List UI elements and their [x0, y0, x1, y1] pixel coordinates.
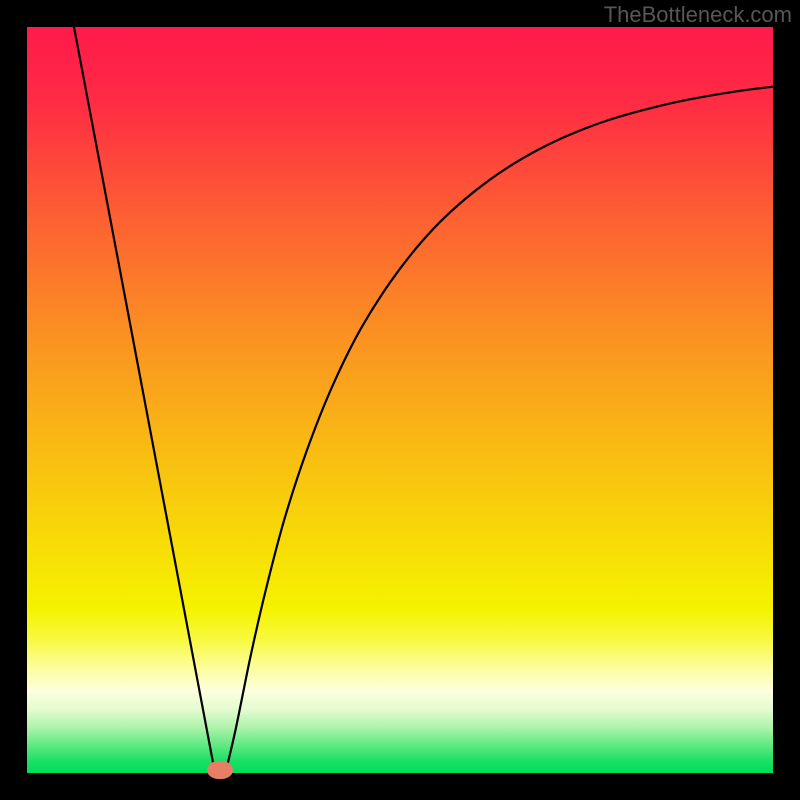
curve-left-branch — [74, 27, 215, 773]
minimum-marker — [207, 761, 233, 779]
curve-layer — [27, 27, 773, 773]
attribution-label: TheBottleneck.com — [604, 2, 792, 28]
chart-frame: TheBottleneck.com — [0, 0, 800, 800]
plot-area — [27, 27, 773, 773]
curve-right-branch — [225, 87, 773, 773]
